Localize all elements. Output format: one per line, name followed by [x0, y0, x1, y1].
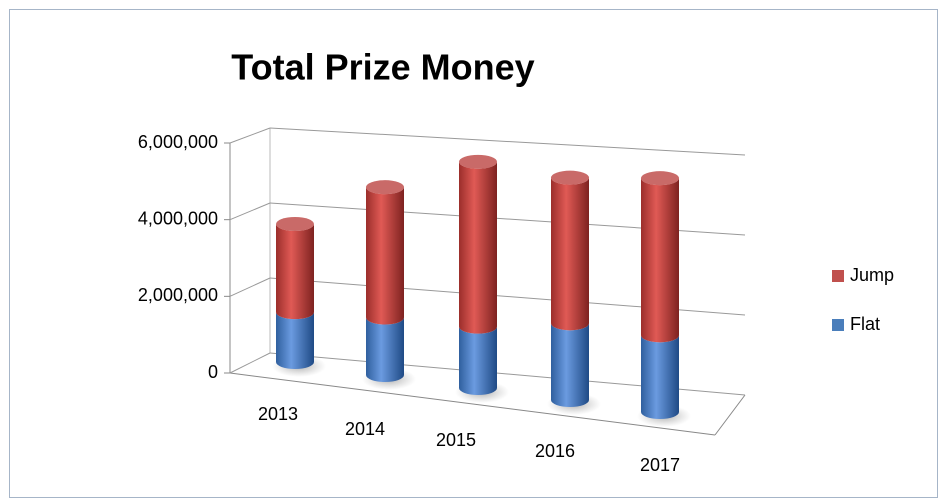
- bar-cap: [276, 217, 314, 231]
- legend-label: Flat: [850, 314, 880, 334]
- bar-cap: [459, 154, 497, 169]
- floor-right: [714, 394, 746, 436]
- legend-swatch: [832, 270, 844, 282]
- bar-segment: [276, 224, 314, 320]
- bar-cap: [551, 170, 589, 185]
- x-tick-label: 2016: [535, 441, 575, 461]
- grid-line: [229, 277, 271, 297]
- bar-segment: [551, 323, 589, 407]
- bar-segment: [641, 335, 679, 419]
- bar-cap: [641, 171, 679, 186]
- y-tick-label: 6,000,000: [138, 132, 218, 152]
- x-tick-label: 2013: [258, 404, 298, 424]
- bar-segment: [459, 161, 497, 334]
- grid-line: [229, 127, 271, 144]
- bar-segment: [366, 187, 404, 325]
- grid-line: [269, 127, 746, 156]
- chart-title: Total Prize Money: [231, 47, 534, 88]
- bar-cap: [366, 180, 404, 195]
- bar-segment: [366, 317, 404, 382]
- x-tick-label: 2015: [436, 430, 476, 450]
- grid-line: [229, 352, 271, 374]
- floor-front: [229, 372, 716, 436]
- y-tick-label: 0: [208, 362, 218, 382]
- bar-segment: [459, 326, 497, 395]
- y-tick-label: 4,000,000: [138, 208, 218, 228]
- y-tick-label: 2,000,000: [138, 285, 218, 305]
- bar-segment: [551, 177, 589, 331]
- legend-swatch: [832, 319, 844, 331]
- grid-line: [229, 202, 271, 221]
- bar-segment: [641, 178, 679, 343]
- legend-label: Jump: [850, 265, 894, 285]
- x-tick-label: 2014: [345, 419, 385, 439]
- bar-segment: [276, 312, 314, 369]
- x-tick-label: 2017: [640, 455, 680, 475]
